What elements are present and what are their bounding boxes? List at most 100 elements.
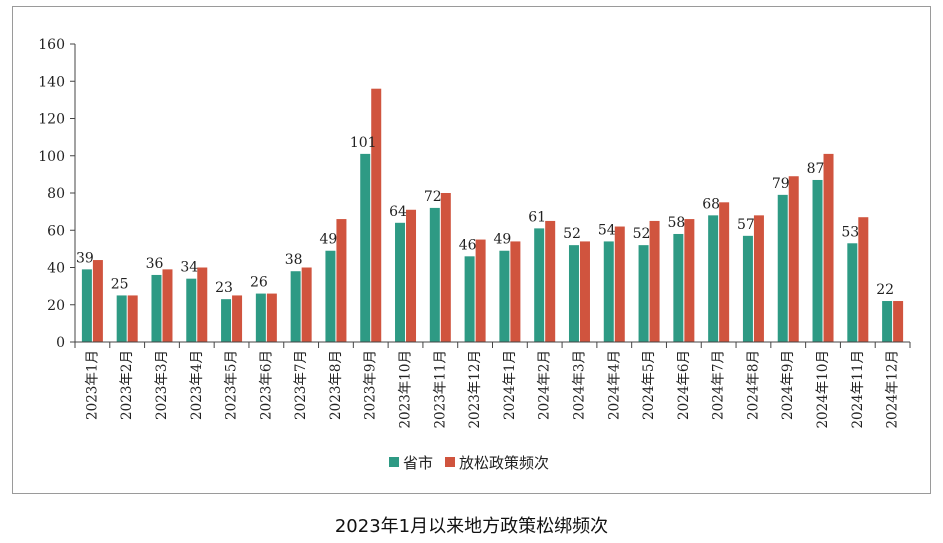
bar-policy xyxy=(753,215,764,342)
bar-policy xyxy=(440,193,451,342)
data-label: 79 xyxy=(772,176,790,192)
bar-province xyxy=(812,179,823,342)
bar-province xyxy=(638,245,649,342)
x-tick-label: 2024年6月 xyxy=(676,350,692,420)
bar-province xyxy=(847,243,858,342)
bar-province xyxy=(882,301,893,342)
data-label: 52 xyxy=(633,226,651,242)
bar-province xyxy=(742,235,753,342)
data-label: 23 xyxy=(215,280,233,296)
y-tick-label: 100 xyxy=(38,149,65,165)
legend-label-policy: 放松政策频次 xyxy=(459,454,549,472)
bar-policy xyxy=(232,295,243,342)
x-tick-label: 2024年7月 xyxy=(711,350,727,420)
bar-province xyxy=(708,215,719,342)
bar-province xyxy=(464,256,475,342)
data-label: 39 xyxy=(76,250,94,266)
bar-province xyxy=(499,250,510,342)
data-label: 36 xyxy=(146,256,164,272)
data-label: 34 xyxy=(180,260,198,276)
bar-policy xyxy=(371,88,382,342)
data-label: 57 xyxy=(737,217,755,233)
chart-caption: 2023年1月以来地方政策松绑频次 xyxy=(334,516,609,537)
x-tick-label: 2023年11月 xyxy=(432,350,448,429)
bar-province xyxy=(395,222,406,342)
x-tick-label: 2023年9月 xyxy=(363,350,379,420)
bar-province xyxy=(151,274,162,342)
x-tick-label: 2024年5月 xyxy=(641,350,657,420)
legend: 省市 放松政策频次 xyxy=(389,454,549,472)
x-tick-label: 2023年8月 xyxy=(328,350,344,420)
bar-policy xyxy=(719,202,730,342)
data-labels: 39 25 36 34 23 26 38 49 101 64 72 46 49 61 52 54 52 58 68 5… xyxy=(76,135,894,298)
y-axis: 0 20 40 60 80 100 120 140 160 xyxy=(38,37,76,351)
data-label: 87 xyxy=(807,161,825,177)
bar-policy xyxy=(545,220,556,342)
x-tick-label: 2024年2月 xyxy=(537,350,553,420)
legend-swatch-province xyxy=(389,457,399,467)
y-tick-label: 140 xyxy=(38,74,65,90)
bar-policy xyxy=(475,239,486,342)
x-tick-label: 2023年10月 xyxy=(398,350,414,429)
bars xyxy=(81,88,904,342)
bar-province xyxy=(325,250,336,342)
bar-policy xyxy=(127,295,138,342)
data-label: 68 xyxy=(702,196,720,212)
bar-province xyxy=(116,295,127,342)
data-label: 52 xyxy=(563,226,581,242)
data-label: 49 xyxy=(493,232,511,248)
bar-policy xyxy=(893,301,904,342)
y-tick-label: 160 xyxy=(38,37,65,53)
data-label: 64 xyxy=(389,204,407,220)
bar-province xyxy=(221,299,232,342)
data-label: 26 xyxy=(250,275,268,291)
bar-province xyxy=(673,233,684,342)
bar-policy xyxy=(788,176,799,342)
x-tick-label: 2024年12月 xyxy=(885,350,901,429)
data-label: 38 xyxy=(285,252,303,268)
bar-policy xyxy=(301,267,312,342)
bar-policy xyxy=(684,219,695,342)
bar-policy xyxy=(579,241,590,342)
bar-policy xyxy=(406,209,417,342)
bar-policy xyxy=(858,217,869,342)
legend-label-province: 省市 xyxy=(403,454,433,472)
bar-province xyxy=(603,241,614,342)
bar-province xyxy=(534,228,545,342)
bar-province xyxy=(186,278,197,342)
x-tick-label: 2024年9月 xyxy=(780,350,796,420)
bar-policy xyxy=(162,269,173,342)
y-tick-label: 40 xyxy=(47,261,65,277)
x-tick-label: 2024年8月 xyxy=(745,350,761,420)
bar-policy xyxy=(266,293,277,342)
data-label: 53 xyxy=(841,224,859,240)
bar-policy xyxy=(336,219,347,342)
x-tick-label: 2023年5月 xyxy=(224,350,240,420)
y-tick-label: 20 xyxy=(47,298,65,314)
legend-swatch-policy xyxy=(445,457,455,467)
bar-chart: 0 20 40 60 80 100 120 140 160 39 25 36 34 23 26 38 49 10… xyxy=(38,37,911,472)
bar-policy xyxy=(823,153,834,342)
x-tick-label: 2024年3月 xyxy=(571,350,587,420)
bar-policy xyxy=(649,220,660,342)
bar-province xyxy=(429,207,440,342)
y-tick-label: 60 xyxy=(47,223,65,239)
x-tick-label: 2024年4月 xyxy=(606,350,622,420)
data-label: 72 xyxy=(424,189,442,205)
chart-frame: 0 20 40 60 80 100 120 140 160 39 25 36 34 23 26 38 49 10… xyxy=(12,6,931,494)
bar-province xyxy=(360,153,371,342)
x-tick-label: 2023年6月 xyxy=(258,350,274,420)
data-label: 61 xyxy=(528,209,546,225)
x-tick-label: 2024年10月 xyxy=(815,350,831,429)
x-tick-label: 2023年1月 xyxy=(84,350,100,420)
x-tick-label: 2024年11月 xyxy=(850,350,866,429)
data-label: 54 xyxy=(598,222,616,238)
x-axis: 2023年1月 2023年2月 2023年3月 2023年4月 2023年5月 2023年… xyxy=(74,341,911,429)
x-tick-label: 2024年1月 xyxy=(502,350,518,420)
bar-policy xyxy=(197,267,208,342)
y-tick-label: 80 xyxy=(47,186,65,202)
data-label: 22 xyxy=(876,282,894,298)
data-label: 46 xyxy=(459,237,477,253)
y-tick-label: 0 xyxy=(56,335,65,351)
data-label: 101 xyxy=(350,135,377,151)
